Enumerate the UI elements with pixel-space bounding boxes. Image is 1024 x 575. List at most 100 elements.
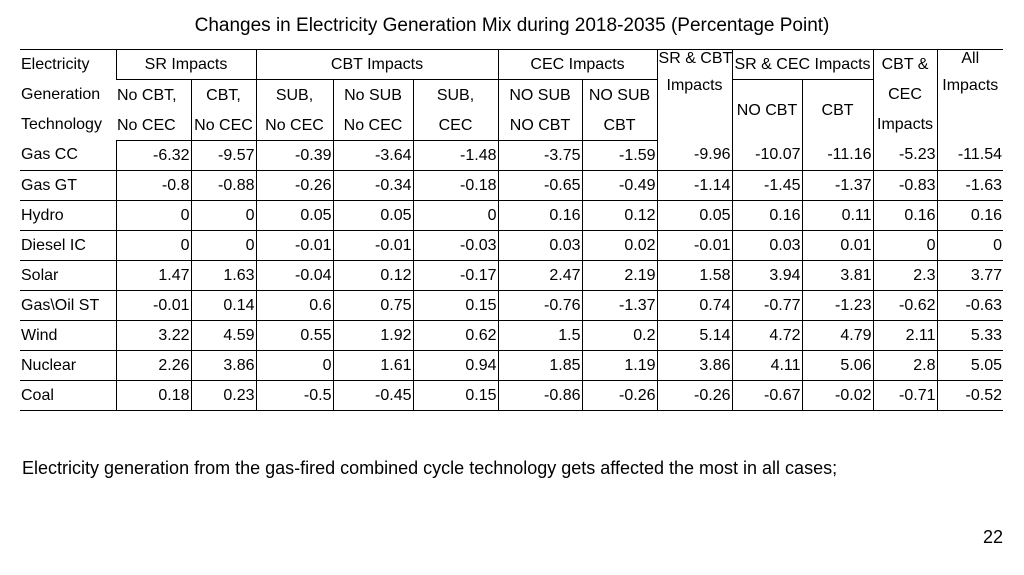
table-cell: 3.22 xyxy=(115,320,191,351)
header-text: Impacts xyxy=(942,77,999,94)
table-cell: 0.62 xyxy=(412,320,499,351)
row-technology: Hydro xyxy=(20,200,116,231)
table-cell: 1.61 xyxy=(332,350,413,381)
table-cell: -0.52 xyxy=(936,380,1004,411)
table-cell: -0.83 xyxy=(872,170,938,201)
header-text: CEC xyxy=(888,86,922,103)
header-cec-impacts: CEC Impacts xyxy=(497,49,658,80)
table-cell: 0.94 xyxy=(412,350,499,381)
generation-mix-table: Electricity Generation Technology SR Imp… xyxy=(20,49,1004,411)
table-cell: 0.74 xyxy=(656,290,733,321)
header-text: SR & CBT xyxy=(658,50,733,67)
table-cell: 0.14 xyxy=(190,290,256,321)
table-cell: -0.5 xyxy=(255,380,333,411)
row-technology: Wind xyxy=(20,320,116,351)
table-cell: 0 xyxy=(190,230,256,261)
table-cell: 1.47 xyxy=(115,260,191,291)
table-cell: -0.26 xyxy=(581,380,658,411)
table-cell: 0.02 xyxy=(581,230,658,261)
table-cell: 0.23 xyxy=(190,380,256,411)
row-technology: Coal xyxy=(20,380,116,411)
table-row: Coal 0.18 0.23 -0.5 -0.45 0.15 -0.86 -0.26 -0.26… xyxy=(20,380,1004,411)
table-cell: -0.77 xyxy=(731,290,803,321)
subheader-sr-1b: No CEC xyxy=(116,110,191,141)
table-cell: -1.37 xyxy=(801,170,874,201)
table-cell: 0.05 xyxy=(656,200,733,231)
table-cell: 3.86 xyxy=(190,350,256,381)
table-cell: 0.16 xyxy=(731,200,803,231)
table-cell: 0 xyxy=(872,230,938,261)
table-cell: 2.11 xyxy=(872,320,938,351)
table-cell: 0 xyxy=(255,350,333,381)
table-cell: 5.05 xyxy=(936,350,1004,381)
table-row: Gas\Oil ST -0.01 0.14 0.6 0.75 0.15 -0.76 -1.37… xyxy=(20,290,1004,321)
table-cell: 2.19 xyxy=(581,260,658,291)
table-cell: 0 xyxy=(190,200,256,231)
table-cell: -0.63 xyxy=(936,290,1004,321)
table-cell: 3.81 xyxy=(801,260,874,291)
table-cell: 3.94 xyxy=(731,260,803,291)
table-cell: -11.54 xyxy=(936,140,1004,171)
table-cell: -0.02 xyxy=(801,380,874,411)
table-cell: 4.59 xyxy=(190,320,256,351)
subheader-cec-2a: NO SUB xyxy=(581,79,658,111)
table-cell: 5.33 xyxy=(936,320,1004,351)
header-text: Impacts xyxy=(666,77,723,94)
table-cell: -0.01 xyxy=(255,230,333,261)
table-cell: -9.96 xyxy=(656,140,733,171)
table-cell: -0.26 xyxy=(656,380,733,411)
row-technology: Solar xyxy=(20,260,116,291)
subheader-sr-2b: No CEC xyxy=(190,110,256,141)
subheader-sr-cec-no-cbt: NO CBT xyxy=(731,79,803,140)
subheader-sr-1a: No CBT, xyxy=(116,79,191,111)
table-cell: -0.76 xyxy=(497,290,583,321)
table-cell: 0.55 xyxy=(255,320,333,351)
table-cell: -0.01 xyxy=(115,290,191,321)
table-row: Wind 3.22 4.59 0.55 1.92 0.62 1.5 0.2 5.14 4.72 4.… xyxy=(20,320,1004,351)
table-cell: 4.11 xyxy=(731,350,803,381)
table-cell: -9.57 xyxy=(190,140,256,171)
table-cell: -1.63 xyxy=(936,170,1004,201)
subheader-cec-2b: CBT xyxy=(581,110,658,141)
subheader-sr-2a: CBT, xyxy=(190,79,256,111)
summary-note: Electricity generation from the gas-fire… xyxy=(22,458,838,478)
table-cell: 0.01 xyxy=(801,230,874,261)
table-cell: 0.12 xyxy=(332,260,413,291)
table-cell: 0.16 xyxy=(872,200,938,231)
table-cell: -3.75 xyxy=(497,140,583,171)
header-text: Impacts xyxy=(877,116,934,133)
table-cell: -11.16 xyxy=(801,140,874,171)
table-cell: -0.01 xyxy=(656,230,733,261)
table-row: Gas CC -6.32 -9.57 -0.39 -3.64 -1.48 -3.75 -1.5… xyxy=(20,140,1004,171)
table-cell: -0.18 xyxy=(412,170,499,201)
table-cell: -0.71 xyxy=(872,380,938,411)
table-cell: -6.32 xyxy=(115,140,191,171)
table-cell: 1.63 xyxy=(190,260,256,291)
table-cell: 0.12 xyxy=(581,200,658,231)
header-text: Generation xyxy=(21,86,101,103)
subheader-cbt-1b: No CEC xyxy=(255,110,333,141)
header-sr-impacts: SR Impacts xyxy=(115,49,256,80)
table-cell: 5.14 xyxy=(656,320,733,351)
table-cell: 0 xyxy=(936,230,1004,261)
header-sr-cbt-impacts: SR & CBT Impacts xyxy=(656,49,733,140)
table-cell: -5.23 xyxy=(872,140,938,171)
table-cell: 0.03 xyxy=(731,230,803,261)
table-row: Solar 1.47 1.63 -0.04 0.12 -0.17 2.47 2.19 1.58 3… xyxy=(20,260,1004,291)
subheader-sr-cec-cbt: CBT xyxy=(801,79,874,140)
table-cell: -0.04 xyxy=(255,260,333,291)
table-cell: -0.39 xyxy=(255,140,333,171)
row-technology: Diesel IC xyxy=(20,230,116,261)
table-cell: 0.16 xyxy=(936,200,1004,231)
subheader-cec-1b: NO CBT xyxy=(497,110,583,141)
table-cell: 0.16 xyxy=(497,200,583,231)
header-text: Technology xyxy=(21,116,102,133)
table-cell: -3.64 xyxy=(332,140,413,171)
header-text: Electricity xyxy=(21,56,90,73)
table-cell: 3.77 xyxy=(936,260,1004,291)
table-cell: -1.14 xyxy=(656,170,733,201)
row-technology: Gas CC xyxy=(20,140,116,171)
table-cell: 5.06 xyxy=(801,350,874,381)
table-cell: -0.88 xyxy=(190,170,256,201)
table-cell: -0.17 xyxy=(412,260,499,291)
